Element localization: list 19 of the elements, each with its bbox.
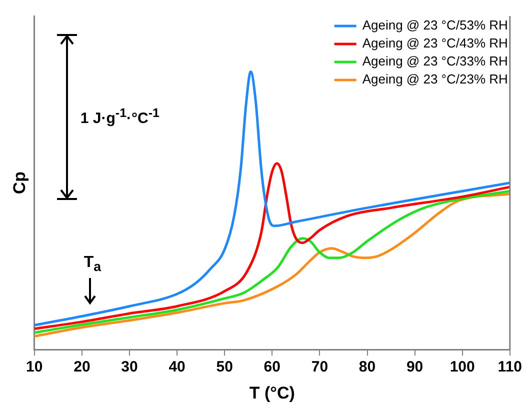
x-tick-label: 30 bbox=[121, 358, 138, 376]
legend-label: Ageing @ 23 °C/33% RH bbox=[362, 54, 508, 69]
annotation: 1 J·g$^{-1}$·°C$^{-1}$ bbox=[80, 106, 160, 127]
x-tick-label: 20 bbox=[74, 358, 90, 376]
x-tick-label: 50 bbox=[216, 358, 233, 376]
y-axis-title: Cp bbox=[10, 171, 29, 194]
legend-label: Ageing @ 23 °C/43% RH bbox=[362, 36, 508, 51]
x-tick-label: 70 bbox=[311, 358, 328, 376]
x-tick-label: 110 bbox=[498, 358, 522, 376]
legend-label: Ageing @ 23 °C/23% RH bbox=[362, 72, 508, 87]
annotation: T$_{a}$ bbox=[84, 254, 102, 274]
x-tick-label: 100 bbox=[450, 358, 475, 376]
x-tick-label: 40 bbox=[168, 358, 186, 376]
x-axis-title: T (°C) bbox=[249, 383, 295, 402]
x-tick-label: 10 bbox=[26, 358, 43, 376]
x-tick-label: 60 bbox=[264, 358, 280, 376]
x-tick-label: 80 bbox=[358, 358, 376, 376]
x-tick-label: 90 bbox=[406, 358, 424, 376]
legend-label: Ageing @ 23 °C/53% RH bbox=[362, 18, 508, 33]
